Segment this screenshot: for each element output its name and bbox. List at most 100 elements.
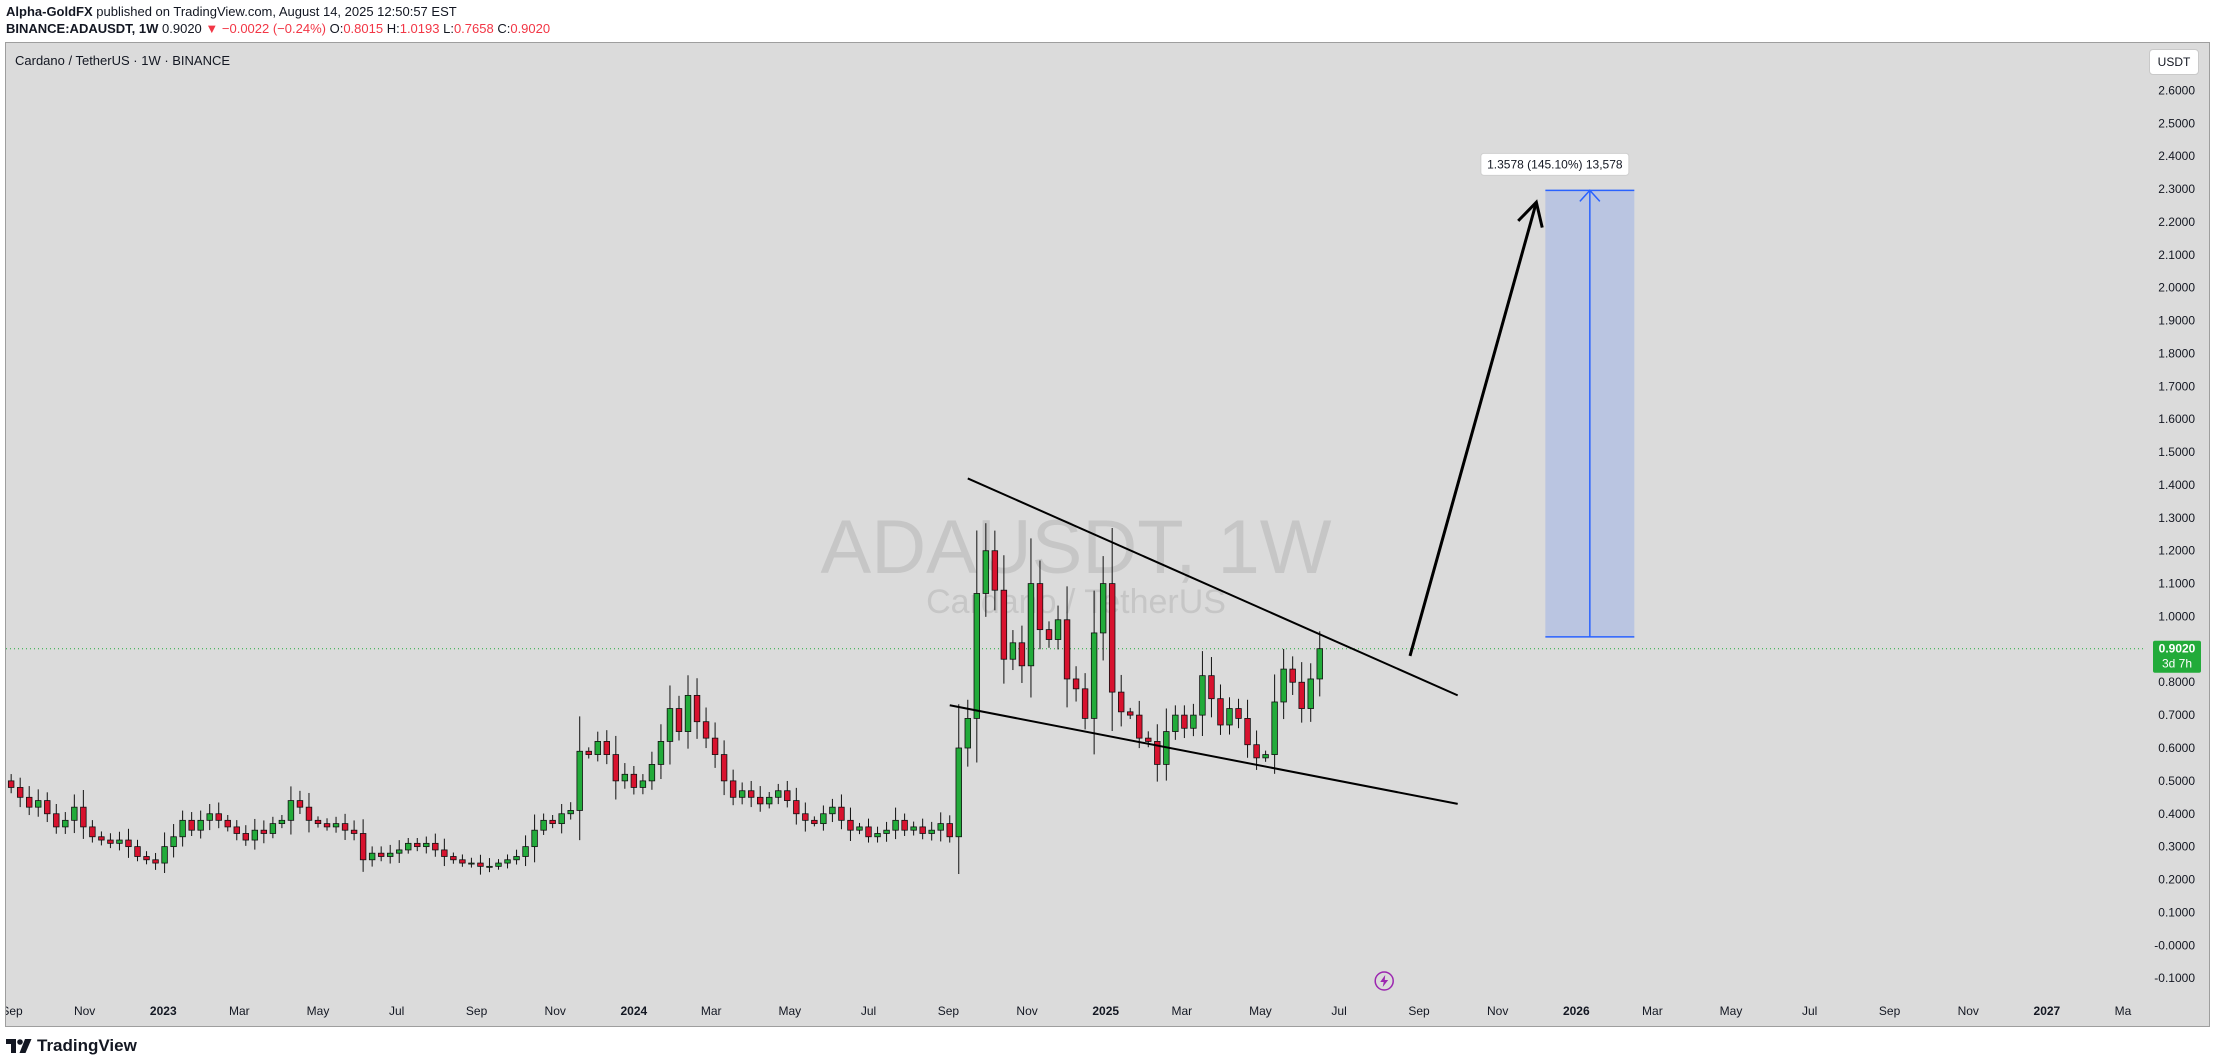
candle-body-up [657,741,665,765]
measure-label[interactable]: 1.3578 (145.10%) 13,578 [1480,152,1630,176]
candle [1000,555,1008,684]
candle [522,835,529,867]
candle [44,792,51,823]
falling-wedge-lower-line[interactable] [949,704,1458,805]
candle [1045,621,1053,648]
price-tick-label: 0.1000 [2158,905,2195,919]
symbol-name[interactable]: BINANCE:ADAUSDT, 1W [6,21,159,36]
candle [62,812,69,834]
candle [287,786,295,835]
candle-body-down [847,819,854,831]
footer-logo[interactable]: TradingView [6,1036,137,1056]
candle [1316,631,1323,697]
candle [793,787,800,825]
candle-body-down [549,819,556,825]
projection-arrow-head [1517,199,1544,228]
candle [648,751,656,790]
price-axis-background [2143,43,2209,997]
candle [1244,699,1251,758]
time-tick-label: Jul [1331,1004,1346,1018]
price-tick-label: 1.9000 [2158,314,2195,328]
price-change: ▼ −0.0022 (−0.24%) [205,21,326,36]
candle-body-down [1208,675,1215,700]
time-tick-label: Sep [466,1004,488,1018]
candle [432,833,439,857]
candle [675,695,683,741]
candle-body-up [766,796,773,805]
candle [1289,656,1296,695]
currency-button[interactable]: USDT [2149,49,2199,75]
candle-body-down [757,796,764,805]
candle [368,846,376,867]
candle-body-down [134,846,141,857]
candle-body-down [1145,737,1152,742]
candle-body-down [188,819,195,831]
candle-body-up [62,819,69,828]
candle-body-down [450,856,457,861]
candle-body-up [910,826,917,831]
author-name[interactable]: Alpha-GoldFX [6,4,93,19]
candle-body-up [1090,632,1098,719]
projection-arrow-shaft[interactable] [1408,201,1538,657]
candle [657,724,665,780]
candle [1027,538,1035,698]
candle [170,824,177,858]
low-label: L: [443,21,454,36]
candle-body-down [793,800,800,815]
candle [405,838,412,854]
candle-body-up [423,842,430,848]
chart-legend-title[interactable]: Cardano / TetherUS · 1W · BINANCE [15,53,231,68]
candle [179,810,186,847]
candle-body-up [522,846,529,857]
candle [1018,625,1026,683]
candle-body-down [1127,711,1134,716]
price-axis[interactable]: -0.1000 -0.0000 0.1000 0.2000 0.3000 0.4000 0.… [2143,43,2209,997]
candle-body-up [892,819,899,831]
falling-wedge-upper-line[interactable] [967,477,1459,697]
candle-body-down [98,836,105,841]
candle-body-down [1235,708,1242,719]
candle [531,814,538,863]
candle [1072,666,1080,702]
candle [71,794,78,834]
candle [477,854,484,875]
price-chart[interactable]: ADAUSDT, 1W Cardano / TetherUS -0.1000-0… [6,43,2209,1026]
chart-pane[interactable]: ADAUSDT, 1W Cardano / TetherUS -0.1000 -0… [5,42,2210,1027]
candle-body-up [955,747,962,838]
price-tick-label: 2.1000 [2158,248,2195,262]
candle-body-up [874,833,881,838]
candle [1199,651,1206,736]
time-axis[interactable]: Sep Nov 2023 Mar May Jul Sep Nov 2024 Mar May Jul Se… [6,996,2209,1018]
candle [1208,657,1215,718]
time-tick-label: Nov [1487,1004,1508,1018]
candle-body-up [982,550,990,594]
price-tick-label: 1.4000 [2158,478,2195,492]
candle [910,821,917,836]
candle-body-down [1072,678,1080,690]
time-tick-label: Jul [861,1004,876,1018]
candle [323,818,331,831]
candle [955,704,962,874]
candle [991,530,999,611]
candle-body-up [684,694,692,732]
candle [811,816,818,827]
flash-icon[interactable] [1374,971,1394,991]
close-value: 0.9020 [510,21,551,36]
candle-body-down [585,750,592,755]
candle [260,820,268,844]
candle [1090,590,1098,755]
candle-body-up [332,823,340,828]
price-tick-label: -0.1000 [2154,971,2195,985]
candle-body-up [116,839,123,844]
candle [504,854,511,869]
candle [332,816,340,833]
candle-body-up [558,813,565,825]
candle-body-up [495,862,502,867]
candle-body-down [314,819,322,825]
candle [314,816,322,828]
candle-body-down [323,823,331,828]
candle-body-up [973,593,981,719]
price-tick-label: 1.7000 [2158,379,2195,393]
watermark-symbol: ADAUSDT, 1W [821,505,1332,590]
candle-body-up [738,790,746,798]
